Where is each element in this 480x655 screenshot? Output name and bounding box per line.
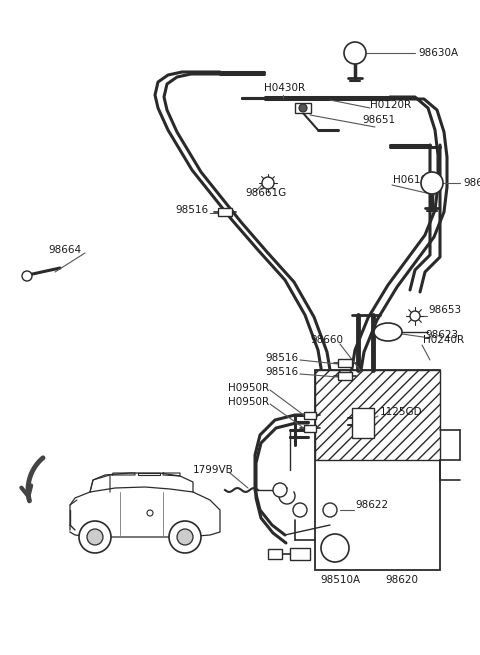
Circle shape: [323, 503, 337, 517]
Text: 98516: 98516: [265, 367, 298, 377]
Text: H0610R: H0610R: [393, 175, 434, 185]
Circle shape: [321, 534, 349, 562]
Text: 98516: 98516: [175, 205, 208, 215]
Text: H0120R: H0120R: [370, 100, 411, 110]
Circle shape: [262, 177, 274, 189]
Bar: [268, 549, 282, 559]
Bar: [338, 372, 352, 380]
Circle shape: [22, 271, 32, 281]
Circle shape: [177, 529, 193, 545]
Bar: [290, 548, 310, 560]
Text: 98620: 98620: [385, 575, 418, 585]
Ellipse shape: [374, 323, 402, 341]
Bar: [218, 208, 232, 216]
Text: 98510A: 98510A: [320, 575, 360, 585]
Text: 1799VB: 1799VB: [193, 465, 234, 475]
Circle shape: [147, 510, 153, 516]
Circle shape: [273, 483, 287, 497]
Text: H0950R: H0950R: [228, 383, 269, 393]
Text: 98661G: 98661G: [245, 188, 286, 198]
Bar: [315, 370, 440, 570]
Circle shape: [421, 172, 443, 194]
Circle shape: [344, 42, 366, 64]
Circle shape: [410, 311, 420, 321]
Text: 98651: 98651: [362, 115, 395, 125]
Circle shape: [169, 521, 201, 553]
Bar: [304, 425, 316, 432]
Bar: [338, 359, 352, 367]
Text: 98664: 98664: [48, 245, 81, 255]
Text: H0240R: H0240R: [423, 335, 464, 345]
Text: 98660: 98660: [310, 335, 343, 345]
Text: 98623: 98623: [425, 330, 458, 340]
Text: 1125GD: 1125GD: [380, 407, 422, 417]
Circle shape: [79, 521, 111, 553]
Text: 98516: 98516: [265, 353, 298, 363]
Bar: [304, 412, 316, 419]
Bar: [295, 103, 311, 113]
Text: 98622: 98622: [355, 500, 388, 510]
Bar: [352, 408, 374, 438]
Bar: [315, 370, 440, 460]
Circle shape: [299, 104, 307, 112]
Circle shape: [293, 503, 307, 517]
Text: 98630A: 98630A: [418, 48, 458, 58]
Text: 98653: 98653: [428, 305, 461, 315]
Text: 98630A: 98630A: [463, 178, 480, 188]
Text: H0950R: H0950R: [228, 397, 269, 407]
Text: H0430R: H0430R: [264, 83, 305, 93]
Circle shape: [87, 529, 103, 545]
